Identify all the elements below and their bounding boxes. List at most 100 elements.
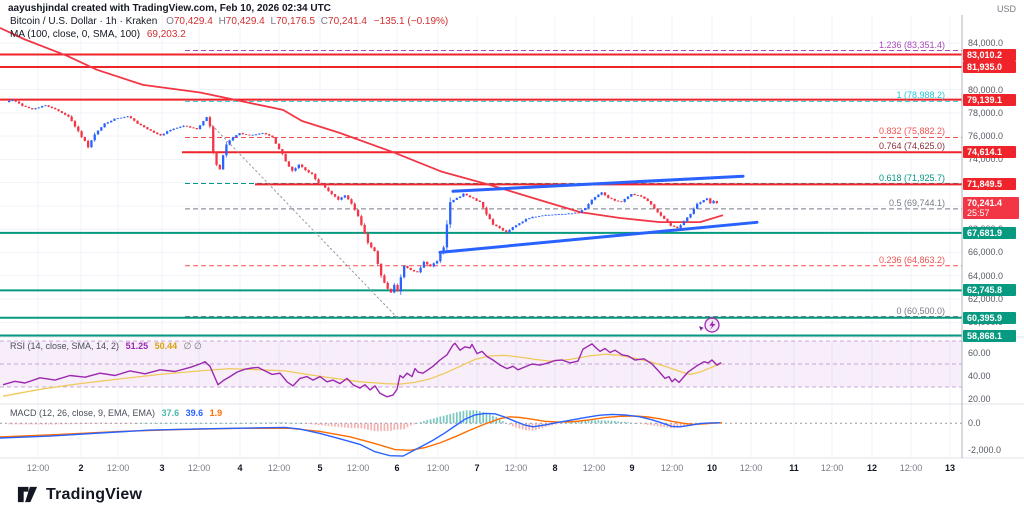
price-tick: 74,000.0 — [968, 154, 1004, 164]
time-tick-hour: 12:00 — [346, 463, 370, 473]
price-level-tag: 71,849.5 — [963, 178, 1016, 190]
time-tick-hour: 12:00 — [739, 463, 763, 473]
fib-level-label: 0 (60,500.0) — [896, 306, 945, 316]
time-tick-day: 11 — [789, 463, 799, 473]
time-tick-day: 12 — [866, 463, 878, 473]
rsi-legend-label: RSI (14, close, SMA, 14, 2) — [10, 341, 120, 351]
ma-legend-value: 69,203.2 — [146, 29, 186, 40]
lightning-marker[interactable] — [699, 317, 720, 333]
macd-tick: -2,000.0 — [968, 445, 1002, 455]
time-tick-hour: 12:00 — [660, 463, 684, 473]
time-tick-day: 9 — [629, 463, 635, 473]
time-tick-day: 6 — [394, 463, 400, 473]
fib-level-label: 0.236 (64,863.2) — [878, 255, 945, 265]
price-level-tag: 58,868.1 — [963, 330, 1016, 342]
time-tick-hour: 12:00 — [267, 463, 291, 473]
macd-legend[interactable]: MACD (12, 26, close, 9, EMA, EMA) 37.6 3… — [10, 408, 222, 418]
ohlc-c-label: C — [320, 16, 329, 27]
attribution-text: aayushjindal created with TradingView.co… — [8, 3, 331, 14]
ohlc-o-value: 70,429.4 — [173, 16, 213, 27]
time-tick-hour: 12:00 — [426, 463, 450, 473]
time-tick-day: 2 — [78, 463, 84, 473]
rsi-tick: 20.00 — [968, 394, 991, 404]
ohlc-o-label: O — [166, 16, 174, 27]
bar-countdown: 25:57 — [967, 208, 990, 218]
price-tick: 76,000.0 — [968, 131, 1004, 141]
time-tick-day: 8 — [552, 463, 558, 473]
price-level-tag: 79,139.1 — [963, 94, 1016, 106]
time-tick-hour: 12:00 — [820, 463, 844, 473]
rsi-legend[interactable]: RSI (14, close, SMA, 14, 2) 51.25 50.44 … — [10, 341, 202, 352]
fib-level-label: 0.764 (74,625.0) — [878, 141, 945, 151]
macd-value: 39.6 — [185, 408, 204, 418]
macd-hist-value: 37.6 — [161, 408, 180, 418]
time-tick-day: 10 — [706, 463, 718, 473]
ma-legend[interactable]: MA (100, close, 0, SMA, 100) 69,203.2 — [10, 29, 186, 40]
macd-line — [0, 412, 721, 457]
fib-level-label: 0.618 (71,925.7) — [878, 173, 945, 183]
current-price-value: 70,241.4 — [967, 198, 1003, 208]
macd-tick: 0.0 — [968, 418, 981, 428]
price-tick: 64,000.0 — [968, 271, 1004, 281]
price-level-tag: 62,745.8 — [963, 284, 1016, 296]
fib-level-label: 1.236 (83,351.4) — [878, 40, 945, 50]
fib-level-label: 0.5 (69,744.1) — [888, 198, 945, 208]
macd-signal-line — [0, 415, 723, 452]
pane-separators — [0, 15, 1024, 459]
change-value: −135.1 (−0.19%) — [373, 16, 449, 27]
rsi-ma-value: 50.44 — [154, 341, 178, 351]
ohlc-h-value: 70,429.4 — [225, 16, 265, 27]
price-level-tag: 83,010.2 — [963, 49, 1016, 61]
lower-channel — [438, 220, 759, 254]
current-price-tag: 70,241.4 25:57 — [963, 197, 1019, 219]
rsi-tick: 40.00 — [968, 371, 991, 381]
tradingview-logo[interactable]: TradingView — [16, 483, 142, 506]
ohlc-c-value: 70,241.4 — [328, 16, 367, 27]
time-tick-hour: 12:00 — [187, 463, 211, 473]
candles — [8, 99, 719, 295]
ma100-line — [0, 27, 724, 224]
tradingview-logo-text: TradingView — [46, 485, 143, 503]
grid-lines — [0, 15, 962, 458]
horizontal-level-lines[interactable] — [0, 53, 962, 337]
time-tick-hour: 12:00 — [106, 463, 130, 473]
macd-signal-value: 1.9 — [209, 408, 223, 418]
ohlc-l-value: 70,176.5 — [276, 16, 316, 27]
time-tick-hour: 12:00 — [504, 463, 528, 473]
rsi-tick: 60.00 — [968, 348, 991, 358]
trendline-drawings[interactable] — [211, 124, 759, 319]
price-tick: 62,000.0 — [968, 294, 1004, 304]
time-tick-day: 7 — [474, 463, 480, 473]
upper-channel — [451, 174, 745, 193]
fib-level-label: 1 (78,988.2) — [896, 90, 945, 100]
symbol-title[interactable]: Bitcoin / U.S. Dollar · 1h · Kraken — [10, 16, 158, 27]
time-tick-day: 3 — [159, 463, 165, 473]
time-tick-hour: 12:00 — [582, 463, 606, 473]
ohlc-h-label: H — [218, 16, 226, 27]
macd-legend-label: MACD (12, 26, close, 9, EMA, EMA) — [10, 408, 156, 418]
price-level-tag: 81,935.0 — [963, 61, 1016, 73]
fib-level-label: 0.832 (75,882.2) — [878, 126, 945, 136]
time-tick-day: 13 — [944, 463, 956, 473]
symbol-legend[interactable]: Bitcoin / U.S. Dollar · 1h · Kraken O70,… — [10, 16, 448, 27]
rsi-value: 51.25 — [125, 341, 149, 351]
ma-legend-label: MA (100, close, 0, SMA, 100) — [10, 29, 141, 40]
price-level-tag: 60,395.9 — [963, 312, 1016, 324]
rsi-ma-line — [2, 353, 722, 397]
rsi-band — [0, 340, 962, 388]
ohlc-l-label: L — [270, 16, 277, 27]
price-tick: 78,000.0 — [968, 108, 1004, 118]
tradingview-logo-icon — [17, 486, 38, 503]
rsi-extra-values: ∅ ∅ — [183, 341, 202, 351]
time-tick-day: 4 — [237, 463, 243, 473]
time-tick-hour: 12:00 — [899, 463, 923, 473]
price-level-tag: 74,614.1 — [963, 146, 1016, 158]
rsi-line — [2, 342, 722, 398]
price-tick: 66,000.0 — [968, 247, 1004, 257]
price-level-tag: 67,681.9 — [963, 227, 1016, 239]
price-tick: 84,000.0 — [968, 38, 1004, 48]
time-tick-hour: 12:00 — [26, 463, 50, 473]
currency-label: USD — [996, 4, 1016, 14]
